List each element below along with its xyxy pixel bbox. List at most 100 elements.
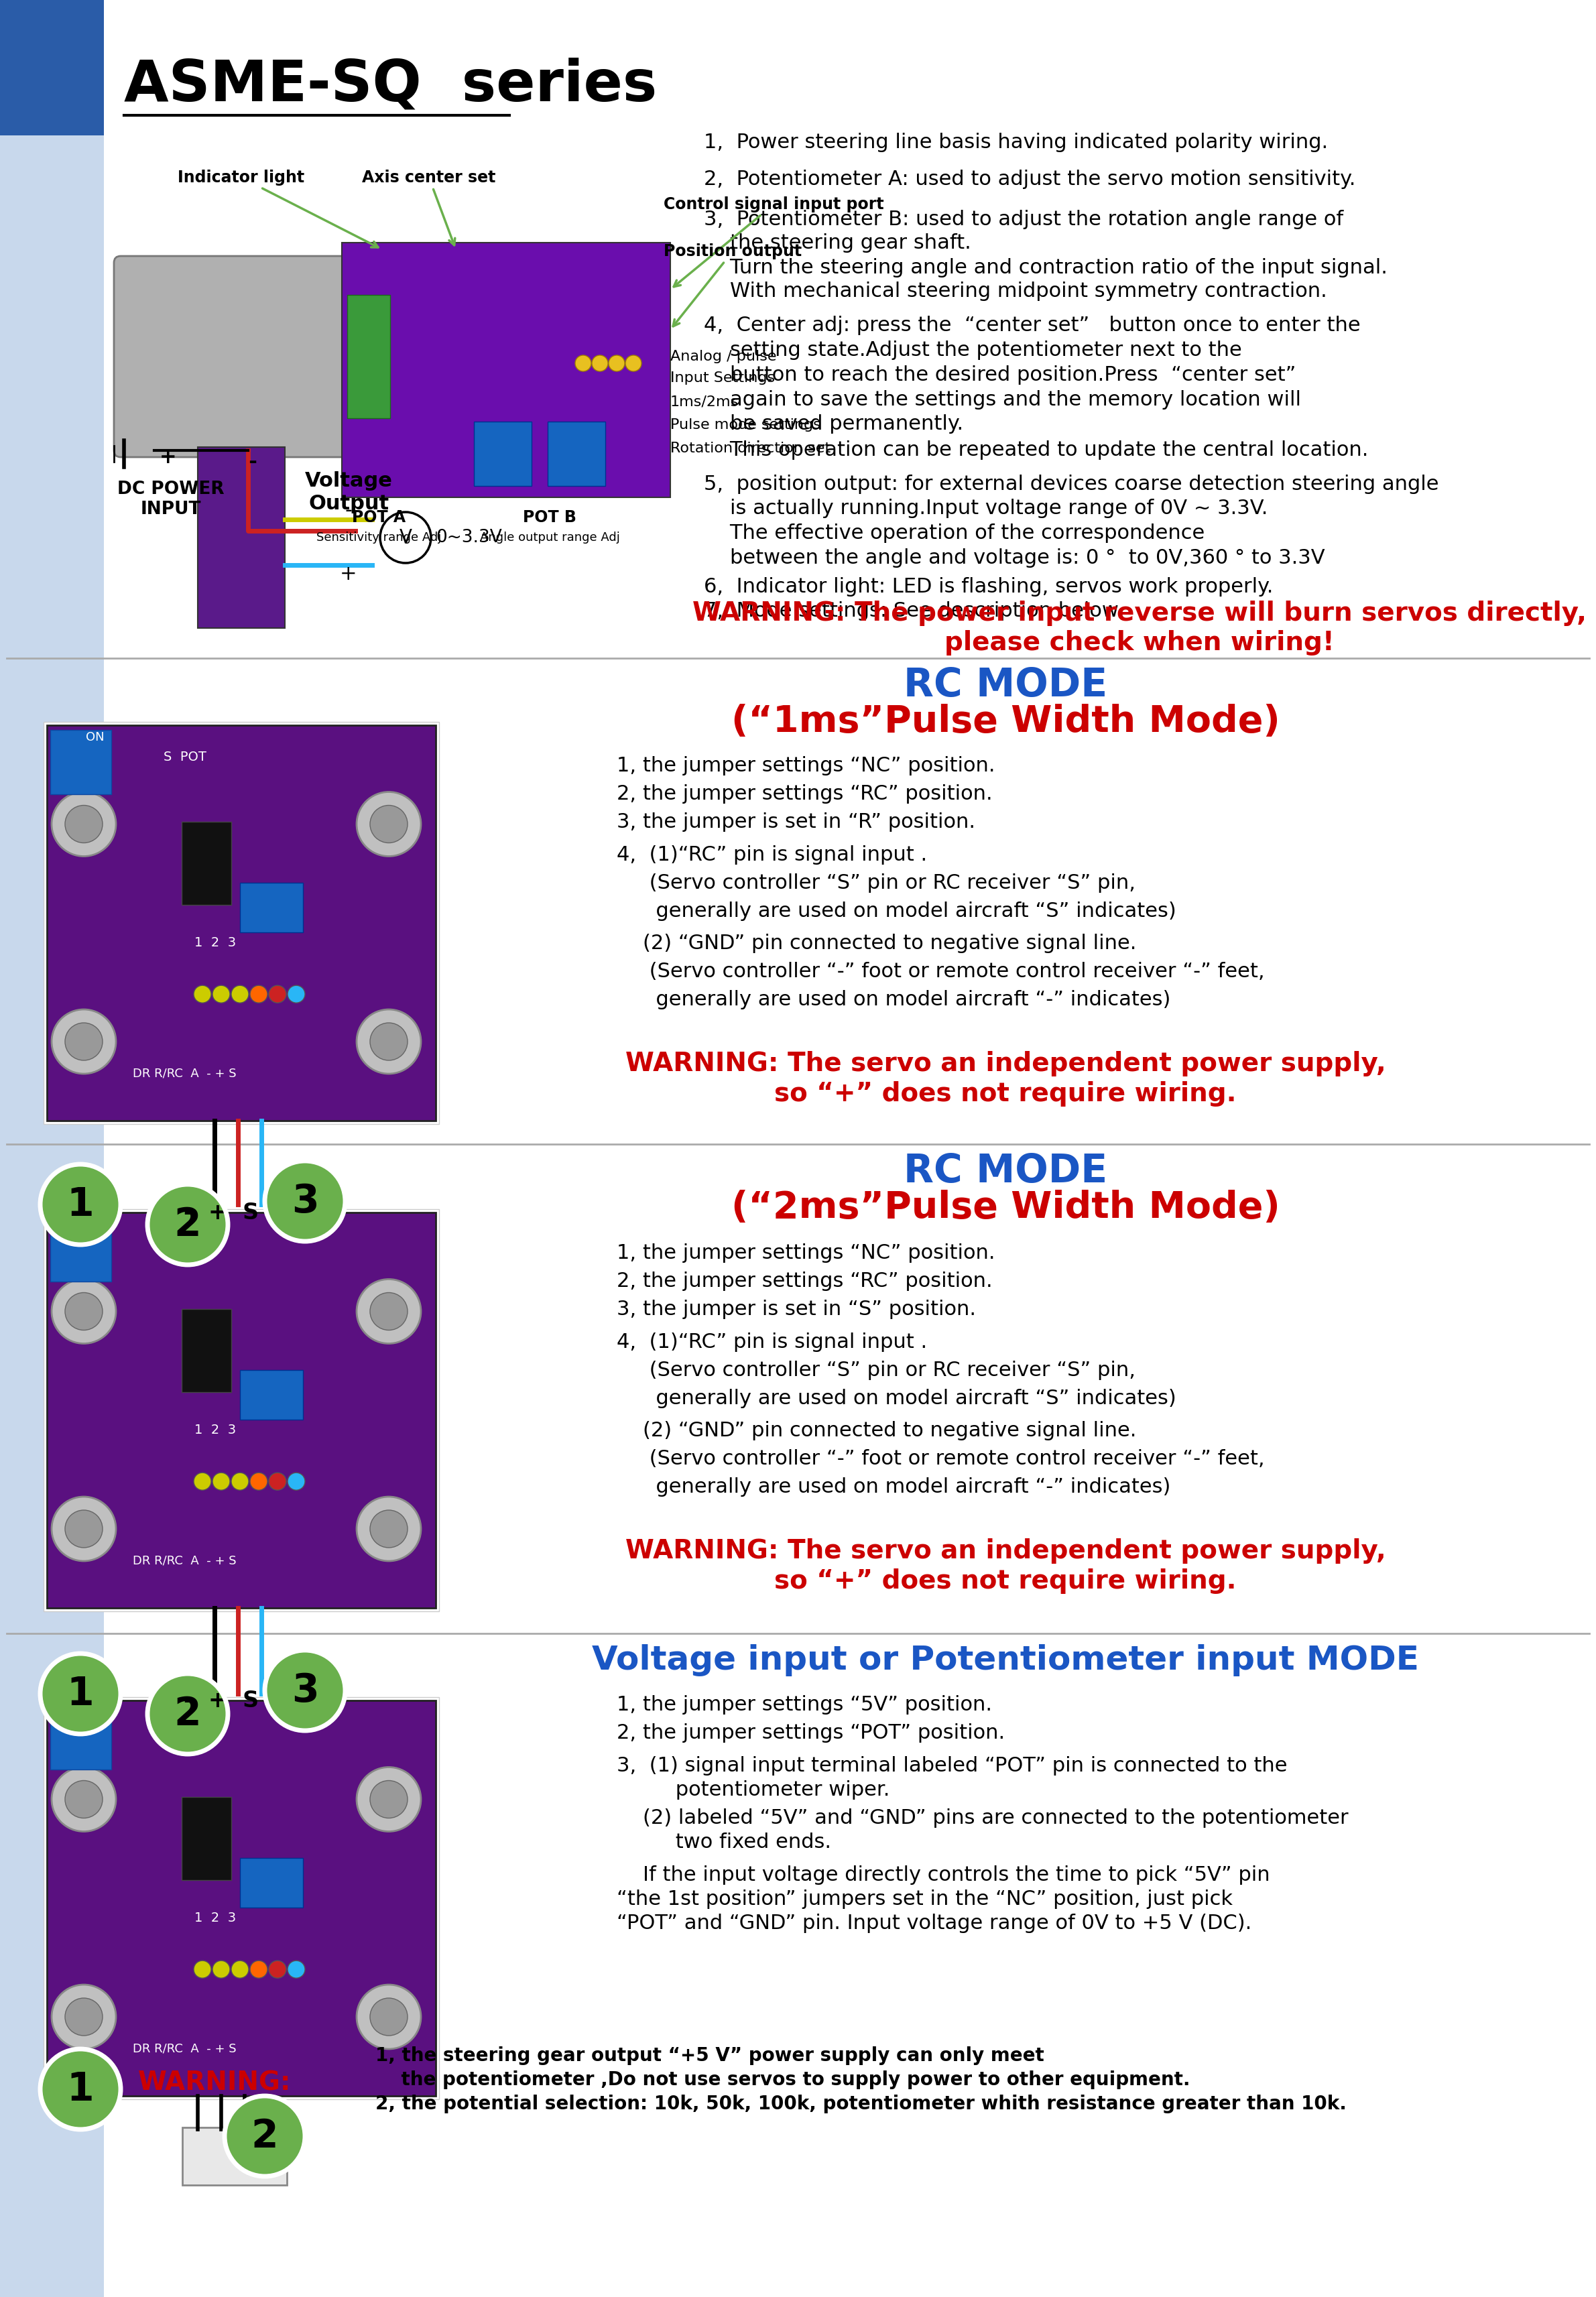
- Text: so “+” does not require wiring.: so “+” does not require wiring.: [774, 1569, 1237, 1594]
- Circle shape: [268, 1472, 286, 1491]
- Text: 3: 3: [292, 1183, 319, 1220]
- Circle shape: [356, 1008, 421, 1073]
- Text: 6,  Indicator light: LED is flashing, servos work properly.: 6, Indicator light: LED is flashing, ser…: [704, 577, 1274, 597]
- Circle shape: [147, 1185, 228, 1266]
- Circle shape: [40, 2049, 121, 2129]
- Circle shape: [51, 1279, 117, 1344]
- Circle shape: [231, 1962, 249, 1978]
- Circle shape: [251, 985, 268, 1004]
- Text: Sensitivity range Adj: Sensitivity range Adj: [316, 531, 440, 544]
- Circle shape: [265, 1160, 345, 1240]
- FancyBboxPatch shape: [239, 1369, 303, 1420]
- Text: 2: 2: [174, 1695, 201, 1732]
- Circle shape: [65, 1293, 102, 1330]
- FancyBboxPatch shape: [46, 1700, 436, 2095]
- Text: S  POT: S POT: [163, 751, 206, 763]
- FancyBboxPatch shape: [239, 882, 303, 933]
- FancyBboxPatch shape: [113, 255, 375, 457]
- Text: 2, the potential selection: 10k, 50k, 100k, potentiometer whith resistance great: 2, the potential selection: 10k, 50k, 10…: [375, 2095, 1347, 2113]
- Text: (Servo controller “S” pin or RC receiver “S” pin,: (Servo controller “S” pin or RC receiver…: [616, 1360, 1135, 1380]
- Text: 1ms/2ms: 1ms/2ms: [670, 395, 739, 409]
- Text: WARNING: The servo an independent power supply,: WARNING: The servo an independent power …: [626, 1052, 1385, 1077]
- FancyBboxPatch shape: [49, 1217, 112, 1282]
- Text: generally are used on model aircraft “S” indicates): generally are used on model aircraft “S”…: [616, 900, 1176, 921]
- Text: RC MODE: RC MODE: [903, 666, 1108, 705]
- Circle shape: [193, 1962, 211, 1978]
- Text: (2) labeled “5V” and “GND” pins are connected to the potentiometer: (2) labeled “5V” and “GND” pins are conn…: [616, 1808, 1349, 1828]
- Circle shape: [268, 985, 286, 1004]
- Text: -: -: [235, 453, 257, 471]
- Text: (2) “GND” pin connected to negative signal line.: (2) “GND” pin connected to negative sign…: [616, 933, 1136, 953]
- Circle shape: [370, 1293, 407, 1330]
- Circle shape: [212, 1962, 230, 1978]
- FancyBboxPatch shape: [182, 2127, 287, 2184]
- Text: 7,  Mode settings: See description below.: 7, Mode settings: See description below.: [704, 602, 1124, 620]
- Text: 0~3.3V: 0~3.3V: [436, 528, 501, 547]
- Text: two fixed ends.: two fixed ends.: [616, 1833, 832, 1851]
- Text: 1, the jumper settings “NC” position.: 1, the jumper settings “NC” position.: [616, 1243, 994, 1263]
- Text: again to save the settings and the memory location will: again to save the settings and the memor…: [704, 390, 1301, 409]
- Text: “the 1st position” jumpers set in the “NC” position, just pick: “the 1st position” jumpers set in the “N…: [616, 1888, 1232, 1909]
- FancyBboxPatch shape: [0, 0, 104, 136]
- Text: 4,  (1)“RC” pin is signal input .: 4, (1)“RC” pin is signal input .: [616, 1332, 927, 1351]
- FancyBboxPatch shape: [49, 730, 112, 795]
- Text: so “+” does not require wiring.: so “+” does not require wiring.: [774, 1082, 1237, 1107]
- Text: is actually running.Input voltage range of 0V ~ 3.3V.: is actually running.Input voltage range …: [704, 498, 1267, 517]
- Text: ASME-SQ  series: ASME-SQ series: [124, 57, 658, 113]
- Text: 3,  (1) signal input terminal labeled “POT” pin is connected to the: 3, (1) signal input terminal labeled “PO…: [616, 1755, 1288, 1776]
- Circle shape: [65, 1998, 102, 2035]
- Text: RC MODE: RC MODE: [903, 1151, 1108, 1190]
- Circle shape: [65, 1509, 102, 1548]
- Text: ON: ON: [86, 1707, 104, 1718]
- Circle shape: [147, 1675, 228, 1755]
- Text: the steering gear shaft.: the steering gear shaft.: [704, 232, 970, 253]
- FancyBboxPatch shape: [113, 188, 697, 583]
- Text: Angle output range Adj: Angle output range Adj: [480, 531, 619, 544]
- Text: 2: 2: [174, 1206, 201, 1243]
- Text: ON: ON: [86, 1217, 104, 1231]
- Circle shape: [193, 1472, 211, 1491]
- Circle shape: [212, 1472, 230, 1491]
- Circle shape: [608, 356, 624, 372]
- FancyBboxPatch shape: [43, 1208, 439, 1610]
- FancyBboxPatch shape: [0, 0, 104, 2297]
- Text: (“1ms”Pulse Width Mode): (“1ms”Pulse Width Mode): [731, 703, 1280, 740]
- Text: 1: 1: [67, 1675, 94, 1714]
- Circle shape: [193, 985, 211, 1004]
- Circle shape: [265, 1649, 345, 1730]
- Circle shape: [575, 356, 591, 372]
- FancyBboxPatch shape: [348, 294, 389, 418]
- Text: potentiometer wiper.: potentiometer wiper.: [616, 1780, 889, 1799]
- Circle shape: [287, 985, 305, 1004]
- Text: S  POT: S POT: [163, 1725, 206, 1739]
- Text: (Servo controller “S” pin or RC receiver “S” pin,: (Servo controller “S” pin or RC receiver…: [616, 873, 1135, 894]
- Text: 2, the jumper settings “POT” position.: 2, the jumper settings “POT” position.: [616, 1723, 1005, 1743]
- Text: 1: 1: [67, 2070, 94, 2109]
- Text: 1,  Power steering line basis having indicated polarity wiring.: 1, Power steering line basis having indi…: [704, 133, 1328, 152]
- Text: POT B: POT B: [523, 510, 576, 526]
- Text: the potentiometer ,Do not use servos to supply power to other equipment.: the potentiometer ,Do not use servos to …: [375, 2070, 1191, 2090]
- Text: POT A: POT A: [351, 510, 405, 526]
- Text: 1, the jumper settings “NC” position.: 1, the jumper settings “NC” position.: [616, 756, 994, 774]
- Text: WARNING: The power input reverse will burn servos directly,
please check when wi: WARNING: The power input reverse will bu…: [693, 600, 1586, 655]
- FancyBboxPatch shape: [182, 1796, 231, 1879]
- Text: (2) “GND” pin connected to negative signal line.: (2) “GND” pin connected to negative sign…: [616, 1420, 1136, 1440]
- Text: DR R/RC  A  - + S: DR R/RC A - + S: [132, 1068, 236, 1080]
- Text: 3: 3: [292, 1672, 319, 1709]
- Text: 1, the jumper settings “5V” position.: 1, the jumper settings “5V” position.: [616, 1695, 993, 1714]
- Text: (Servo controller “-” foot or remote control receiver “-” feet,: (Servo controller “-” foot or remote con…: [616, 1449, 1264, 1468]
- Text: S  POT: S POT: [163, 1238, 206, 1250]
- Text: 1  2  3: 1 2 3: [195, 1424, 236, 1436]
- Circle shape: [65, 1022, 102, 1061]
- Text: 5,  position output: for external devices coarse detection steering angle: 5, position output: for external devices…: [704, 473, 1440, 494]
- Text: (“2ms”Pulse Width Mode): (“2ms”Pulse Width Mode): [731, 1190, 1280, 1227]
- FancyBboxPatch shape: [342, 243, 670, 498]
- FancyBboxPatch shape: [182, 822, 231, 905]
- Text: 4,  (1)“RC” pin is signal input .: 4, (1)“RC” pin is signal input .: [616, 845, 927, 864]
- Circle shape: [231, 985, 249, 1004]
- Text: DR R/RC  A  - + S: DR R/RC A - + S: [132, 1555, 236, 1567]
- FancyBboxPatch shape: [239, 1858, 303, 1907]
- Text: Turn the steering angle and contraction ratio of the input signal.: Turn the steering angle and contraction …: [704, 257, 1387, 278]
- Text: Pulse mode settings: Pulse mode settings: [670, 418, 820, 432]
- FancyBboxPatch shape: [198, 448, 284, 627]
